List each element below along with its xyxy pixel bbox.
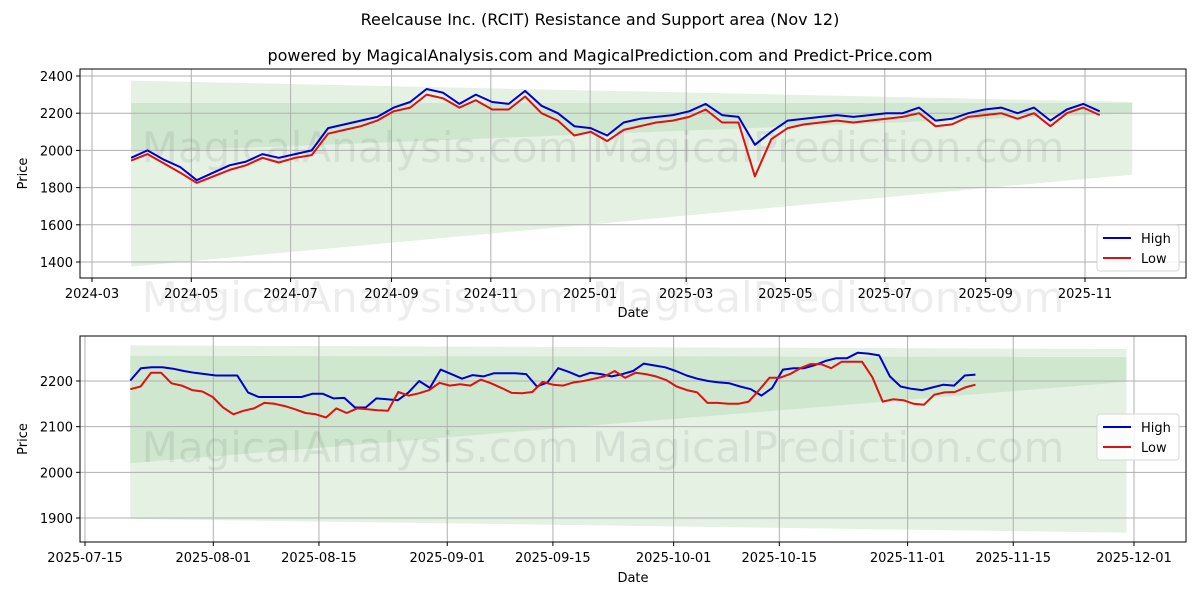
x-tick-label: 2025-10-15	[742, 551, 818, 566]
x-tick-label: 2025-11-15	[975, 551, 1051, 566]
y-tick-label: 2000	[40, 144, 73, 159]
legend-label-low: Low	[1141, 441, 1167, 456]
plot-frame	[79, 335, 1187, 543]
legend-label-high: High	[1141, 232, 1171, 247]
plot-area: MagicalAnalysis.com MagicalPrediction.co…	[80, 69, 1186, 278]
y-tick-label: 1400	[40, 256, 73, 271]
x-tick-label: 2024-07	[263, 287, 317, 302]
chart-panel-1: MagicalAnalysis.com MagicalPrediction.co…	[16, 68, 1187, 321]
legend: High Low	[1096, 224, 1180, 272]
x-tick-label: 2025-05	[758, 287, 812, 302]
y-tick-label: 2000	[40, 466, 73, 481]
legend-box	[1096, 224, 1180, 272]
y-tick-label: 1900	[40, 512, 73, 527]
x-tick-label: 2025-12-01	[1096, 551, 1172, 566]
watermark: MagicalAnalysis.com MagicalPrediction.co…	[142, 123, 1065, 172]
x-axis-title: Date	[617, 571, 648, 586]
x-tick-label: 2024-11	[464, 287, 518, 302]
y-axis-title: Price	[16, 423, 31, 455]
y-tick-label: 2200	[40, 107, 73, 122]
chart-title: Reelcause Inc. (RCIT) Resistance and Sup…	[360, 10, 840, 29]
series-line-low	[130, 360, 976, 419]
y-tick-label: 1600	[40, 219, 73, 234]
y-tick-label: 1800	[40, 182, 73, 197]
y-axis-title: Price	[16, 158, 31, 190]
watermark: MagicalAnalysis.com MagicalPrediction.co…	[142, 273, 1065, 322]
x-tick-label: 2024-03	[65, 287, 119, 302]
plot-frame	[79, 68, 1187, 279]
watermark: MagicalAnalysis.com MagicalPrediction.co…	[142, 423, 1065, 472]
x-tick-label: 2025-09-15	[515, 551, 591, 566]
legend-label-high: High	[1141, 421, 1171, 436]
x-tick-label: 2025-09-01	[409, 551, 485, 566]
x-tick-label: 2024-05	[164, 287, 218, 302]
x-tick-label: 2025-09	[959, 287, 1013, 302]
x-tick-label: 2025-08-15	[281, 551, 357, 566]
x-tick-label: 2025-03	[659, 287, 713, 302]
y-tick-label: 2400	[40, 70, 73, 85]
legend-box	[1096, 413, 1180, 461]
resistance-support-band-inner	[130, 355, 1127, 464]
series-line-high	[130, 88, 1101, 182]
x-tick-label: 2025-01	[563, 287, 617, 302]
chart-subtitle: powered by MagicalAnalysis.com and Magic…	[267, 46, 933, 65]
y-tick-label: 2100	[40, 421, 73, 436]
x-tick-label: 2025-11	[1058, 287, 1112, 302]
x-axis-title: Date	[617, 306, 648, 321]
chart-panel-2: MagicalAnalysis.com MagicalPrediction.co…	[16, 335, 1187, 586]
x-tick-label: 2025-08-01	[176, 551, 252, 566]
series-line-low	[130, 93, 1101, 184]
x-tick-label: 2025-11-01	[870, 551, 946, 566]
plot-area: MagicalAnalysis.com MagicalPrediction.co…	[80, 336, 1186, 542]
x-tick-label: 2025-07	[858, 287, 912, 302]
y-tick-label: 2200	[40, 375, 73, 390]
x-tick-label: 2025-10-01	[636, 551, 712, 566]
x-tick-label: 2025-07-15	[47, 551, 123, 566]
legend: High Low	[1096, 413, 1180, 461]
series-line-high	[129, 351, 976, 409]
x-tick-label: 2024-09	[364, 287, 418, 302]
legend-label-low: Low	[1141, 252, 1167, 267]
